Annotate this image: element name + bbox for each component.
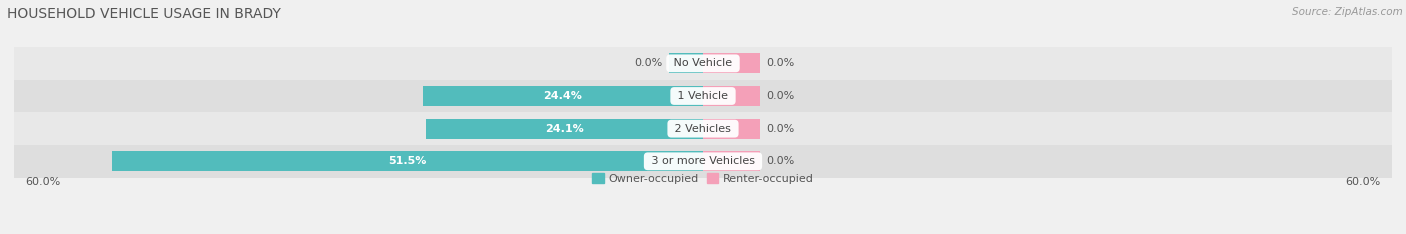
Text: 60.0%: 60.0% [1346, 176, 1381, 186]
Text: 24.4%: 24.4% [544, 91, 582, 101]
Text: HOUSEHOLD VEHICLE USAGE IN BRADY: HOUSEHOLD VEHICLE USAGE IN BRADY [7, 7, 281, 21]
Text: 0.0%: 0.0% [766, 58, 794, 68]
Text: Source: ZipAtlas.com: Source: ZipAtlas.com [1292, 7, 1403, 17]
Text: No Vehicle: No Vehicle [671, 58, 735, 68]
Text: 2 Vehicles: 2 Vehicles [671, 124, 735, 134]
Text: 0.0%: 0.0% [634, 58, 662, 68]
Bar [14, 145, 1392, 178]
Bar [423, 86, 703, 106]
Bar [14, 112, 1392, 145]
Bar [703, 53, 761, 73]
Bar [703, 119, 761, 139]
Text: 60.0%: 60.0% [25, 176, 60, 186]
Bar [111, 151, 703, 172]
Text: 51.5%: 51.5% [388, 156, 426, 166]
Bar [426, 119, 703, 139]
Text: 0.0%: 0.0% [766, 124, 794, 134]
Bar [703, 151, 761, 172]
Bar [669, 53, 703, 73]
Bar [14, 80, 1392, 112]
Legend: Owner-occupied, Renter-occupied: Owner-occupied, Renter-occupied [588, 169, 818, 188]
Bar [14, 47, 1392, 80]
Text: 0.0%: 0.0% [766, 91, 794, 101]
Text: 3 or more Vehicles: 3 or more Vehicles [648, 156, 758, 166]
Text: 1 Vehicle: 1 Vehicle [675, 91, 731, 101]
Bar [703, 86, 761, 106]
Text: 0.0%: 0.0% [766, 156, 794, 166]
Text: 24.1%: 24.1% [546, 124, 583, 134]
